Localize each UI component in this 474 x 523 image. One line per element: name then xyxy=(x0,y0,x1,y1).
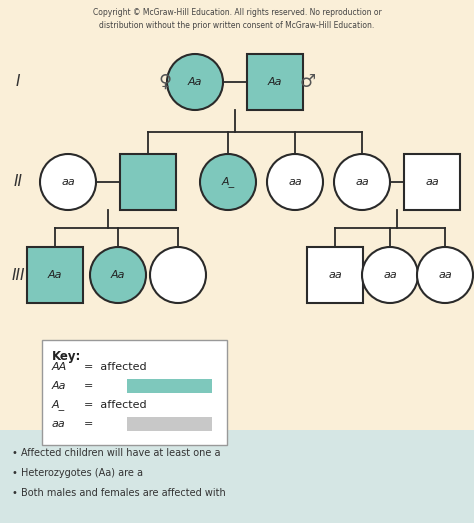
Text: Aa: Aa xyxy=(268,77,282,87)
Circle shape xyxy=(334,154,390,210)
Text: • Affected children will have at least one a: • Affected children will have at least o… xyxy=(12,448,220,458)
Text: Aa: Aa xyxy=(52,381,66,391)
Circle shape xyxy=(417,247,473,303)
Text: Aa: Aa xyxy=(188,77,202,87)
Text: A_: A_ xyxy=(52,400,65,411)
Text: aa: aa xyxy=(52,419,66,429)
Text: aa: aa xyxy=(438,270,452,280)
Circle shape xyxy=(90,247,146,303)
Bar xyxy=(307,247,363,303)
Bar xyxy=(247,54,303,110)
Text: • Both males and females are affected with: • Both males and females are affected wi… xyxy=(12,488,226,498)
Bar xyxy=(27,247,83,303)
Text: ♂: ♂ xyxy=(300,73,316,91)
Text: AA: AA xyxy=(52,362,67,372)
Circle shape xyxy=(267,154,323,210)
Text: aa: aa xyxy=(61,177,75,187)
Circle shape xyxy=(200,154,256,210)
Text: =: = xyxy=(84,419,93,429)
Text: aa: aa xyxy=(355,177,369,187)
Text: Aa: Aa xyxy=(48,270,62,280)
Circle shape xyxy=(362,247,418,303)
Text: aa: aa xyxy=(288,177,302,187)
Bar xyxy=(404,154,460,210)
Text: aa: aa xyxy=(425,177,439,187)
Text: =  affected: = affected xyxy=(84,362,146,372)
Text: I: I xyxy=(16,74,20,89)
Text: aa: aa xyxy=(383,270,397,280)
Bar xyxy=(42,340,227,445)
Text: ♀: ♀ xyxy=(158,73,172,91)
Bar xyxy=(127,417,212,431)
Circle shape xyxy=(40,154,96,210)
Text: aa: aa xyxy=(328,270,342,280)
Text: A_: A_ xyxy=(221,177,235,187)
Text: =  affected: = affected xyxy=(84,400,146,410)
Bar xyxy=(127,379,212,393)
Text: =: = xyxy=(84,381,93,391)
Text: Aa: Aa xyxy=(111,270,125,280)
Text: Key:: Key: xyxy=(52,350,82,363)
Text: • Heterozygotes (Aa) are a: • Heterozygotes (Aa) are a xyxy=(12,468,143,478)
Circle shape xyxy=(150,247,206,303)
Text: III: III xyxy=(11,267,25,282)
Bar xyxy=(120,154,176,210)
Text: II: II xyxy=(13,175,22,189)
Text: Copyright © McGraw-Hill Education. All rights reserved. No reproduction or
distr: Copyright © McGraw-Hill Education. All r… xyxy=(92,8,382,29)
Circle shape xyxy=(167,54,223,110)
Bar xyxy=(0,430,474,523)
